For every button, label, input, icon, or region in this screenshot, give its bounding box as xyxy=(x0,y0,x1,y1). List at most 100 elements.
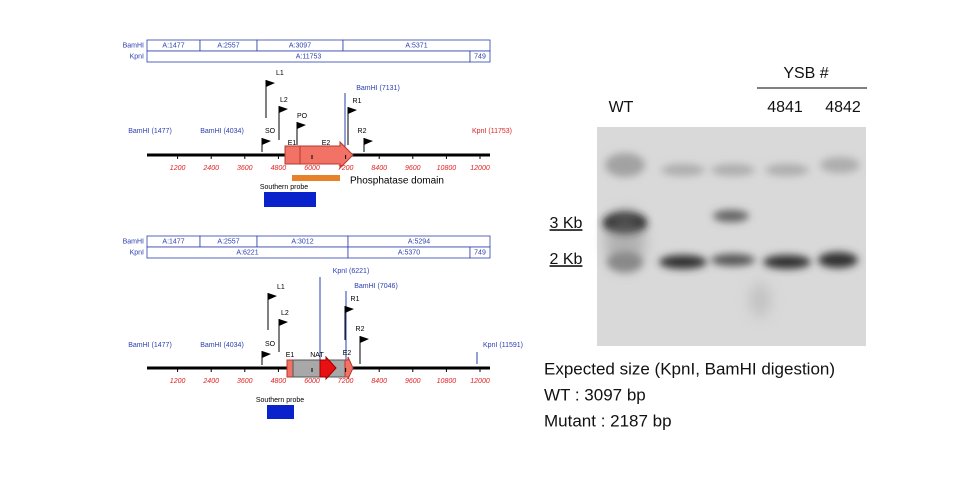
feature-label: E2 xyxy=(343,350,352,357)
feature-label: E2 xyxy=(322,140,331,147)
site-label: KpnI (11591) xyxy=(483,342,523,349)
marker-label: 2 Kb xyxy=(550,251,583,268)
site-label: KpnI (6221) xyxy=(333,268,370,275)
primer: L2 xyxy=(278,97,288,140)
tick-label: 1200 xyxy=(170,165,186,172)
primer: L1 xyxy=(265,70,284,118)
enzyme-label: KpnI xyxy=(130,249,144,256)
site-label: BamHI (7046) xyxy=(354,283,398,290)
tick-label: 4800 xyxy=(271,378,287,385)
enzyme-label: KpnI xyxy=(130,53,144,60)
feature-label: NAT xyxy=(310,352,324,359)
primer-label: R1 xyxy=(353,98,362,105)
primer-label: L2 xyxy=(281,310,289,317)
enzyme-label: BamHI xyxy=(123,42,144,49)
primer: PO xyxy=(296,113,308,145)
tick-label: 9600 xyxy=(405,165,421,172)
tick-label: 7200 xyxy=(338,165,354,172)
exon-box xyxy=(286,359,294,378)
primer: R1 xyxy=(347,98,362,145)
primer-label: L1 xyxy=(277,284,285,291)
primer-label: SO xyxy=(265,128,276,135)
group-label: YSB # xyxy=(783,65,828,82)
tick-label: 4800 xyxy=(271,165,287,172)
tick-label: 3600 xyxy=(237,378,253,385)
exon-box xyxy=(284,145,301,165)
primer-label: L1 xyxy=(276,70,284,77)
probe-label: Southern probe xyxy=(256,397,304,404)
exon-arrow xyxy=(299,140,354,170)
lane-label: WT xyxy=(609,99,634,116)
cell-label: A:6221 xyxy=(236,249,258,256)
primer: R2 xyxy=(358,128,373,152)
lane-label: 4841 xyxy=(767,99,803,116)
exon-arrow xyxy=(344,356,354,380)
cell-label: A:5294 xyxy=(408,238,430,245)
tick-label: 1200 xyxy=(170,378,186,385)
primer: R2 xyxy=(356,326,369,364)
site-label: BamHI (4034) xyxy=(200,342,244,349)
primer-label: L2 xyxy=(280,97,288,104)
tick-label: 8400 xyxy=(371,165,387,172)
cell-label: A:5371 xyxy=(405,42,427,49)
site-label: BamHI (1477) xyxy=(128,128,172,135)
marker-box xyxy=(292,359,346,378)
tick-label: 8400 xyxy=(371,378,387,385)
cell-label: 749 xyxy=(474,53,486,60)
tick-label: 12000 xyxy=(470,378,490,385)
caption-line: WT : 3097 bp xyxy=(544,385,646,404)
probe-bar xyxy=(267,405,294,419)
tick-label: 12000 xyxy=(470,165,490,172)
tick-label: 6000 xyxy=(304,378,320,385)
site-label: BamHI (1477) xyxy=(128,342,172,349)
primer-label: R1 xyxy=(351,296,360,303)
primer: SO xyxy=(261,128,276,152)
site-label: BamHI (4034) xyxy=(200,128,244,135)
cell-label: A:1477 xyxy=(162,42,184,49)
probe-bar xyxy=(264,192,316,207)
feature-label: E1 xyxy=(288,140,297,147)
feature-label: E1 xyxy=(286,352,295,359)
tick-label: 2400 xyxy=(202,165,219,172)
primer: R1 xyxy=(344,296,360,340)
cell-label: A:2557 xyxy=(217,238,239,245)
primer-label: PO xyxy=(297,113,308,120)
cell-label: A:1477 xyxy=(162,238,184,245)
tick-label: 6000 xyxy=(304,165,320,172)
marker-label: 3 Kb xyxy=(550,215,583,232)
cell-label: A:2557 xyxy=(217,42,239,49)
nat-arrow xyxy=(319,355,337,381)
mutant-map: BamHI (1477) BamHI (4034) KpnI (6221) Ba… xyxy=(123,235,523,419)
table-cell xyxy=(469,50,491,63)
background-smear xyxy=(605,210,770,318)
primer: SO xyxy=(261,341,276,365)
primer: L2 xyxy=(278,310,289,352)
caption-line: Expected size (KpnI, BamHI digestion) xyxy=(544,359,835,378)
wt-map: BamHI (1477) BamHI (4034) BamHI (7131) K… xyxy=(123,39,512,207)
site-label: BamHI (7131) xyxy=(356,85,400,92)
cell-label: A:3097 xyxy=(289,42,311,49)
tick-label: 9600 xyxy=(405,378,421,385)
primer-label: SO xyxy=(265,341,276,348)
primer: L1 xyxy=(267,284,285,330)
tick-label: 3600 xyxy=(237,165,253,172)
domain-label: Phosphatase domain xyxy=(350,176,444,187)
caption-line: Mutant : 2187 bp xyxy=(544,411,672,430)
tick-label: 10800 xyxy=(437,165,457,172)
primer-label: R2 xyxy=(356,326,365,333)
tick-label: 10800 xyxy=(437,378,457,385)
table-cell xyxy=(469,246,491,259)
domain-bar xyxy=(292,175,340,181)
primer-label: R2 xyxy=(358,128,367,135)
cell-label: 749 xyxy=(474,249,486,256)
enzyme-label: BamHI xyxy=(123,238,144,245)
cell-label: A:3012 xyxy=(291,238,313,245)
lane-label: 4842 xyxy=(825,99,861,116)
site-label: KpnI (11753) xyxy=(472,128,512,135)
tick-label: 2400 xyxy=(202,378,219,385)
cell-label: A:11753 xyxy=(296,53,322,60)
cell-label: A:5370 xyxy=(398,249,420,256)
blot: YSB # WT 4841 4842 3 Kb 2 Kb xyxy=(550,65,867,346)
probe-label: Southern probe xyxy=(260,184,308,191)
